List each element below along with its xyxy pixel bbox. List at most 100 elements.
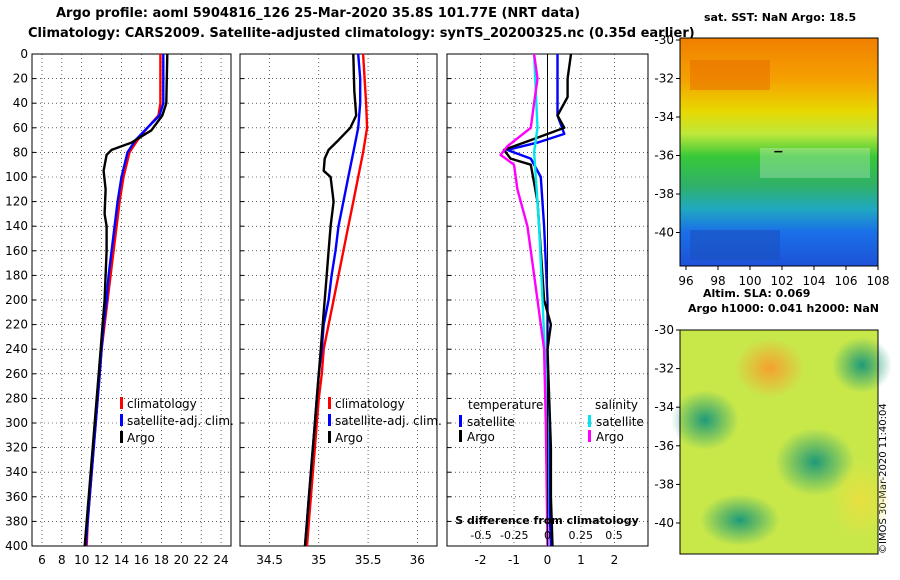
depth-tick-label: 400 — [5, 539, 28, 553]
title-line-2: Climatology: CARS2009. Satellite-adjuste… — [28, 26, 695, 41]
legend-swatch — [328, 431, 331, 443]
difference-axis-label: S difference from climatology — [455, 514, 639, 527]
series-line-salinity-argo — [499, 53, 549, 547]
lat-tick-label: -36 — [654, 439, 674, 453]
x-tick-label: 12 — [94, 553, 109, 567]
series-line-argo — [83, 53, 169, 547]
sla-map-blob — [700, 494, 780, 546]
lat-tick-label: -34 — [654, 400, 674, 414]
temperature-panel: 6 8 10 12 14 16 18 20 22 240204060801001201401601… — [5, 47, 232, 567]
lat-tick-label: -32 — [654, 72, 674, 86]
x-tick-label: 10 — [74, 553, 89, 567]
depth-tick-label: 360 — [5, 490, 28, 504]
depth-tick-label: 0 — [20, 47, 28, 61]
lat-tick-label: -34 — [654, 110, 674, 124]
legend-swatch — [120, 431, 123, 443]
legend-swatch — [459, 430, 462, 442]
depth-tick-label: 240 — [5, 342, 28, 356]
legend-label: climatology — [335, 397, 405, 411]
x-tick-label: 18 — [154, 553, 169, 567]
lon-tick-label: 102 — [771, 274, 794, 288]
sla-map-blob — [832, 337, 892, 393]
depth-tick-label: 200 — [5, 293, 28, 307]
x-tick-label: 35.5 — [355, 553, 382, 567]
lat-tick-label: -38 — [654, 477, 674, 491]
legend-label: Argo — [127, 431, 155, 445]
series-line-salinity-satellite — [532, 53, 549, 546]
legend-label: climatology — [127, 397, 197, 411]
legend-swatch — [120, 414, 123, 426]
series-line-climatology — [305, 53, 369, 547]
lon-tick-label: 104 — [803, 274, 826, 288]
x-tick-label: 16 — [134, 553, 149, 567]
legend-label: Argo — [467, 430, 495, 444]
sst-map-frame — [679, 37, 879, 267]
lon-tick-label: 108 — [867, 274, 890, 288]
lon-tick-label: 106 — [835, 274, 858, 288]
lat-tick-label: -30 — [654, 323, 674, 337]
series-line-temperature-argo — [502, 53, 573, 547]
depth-tick-label: 60 — [13, 121, 28, 135]
depth-tick-label: 180 — [5, 268, 28, 282]
legend-swatch — [588, 430, 591, 442]
x-tick-label: 14 — [114, 553, 129, 567]
sst-map-title: sat. SST: NaN Argo: 18.5 — [704, 11, 857, 24]
sla-map-frame — [679, 329, 879, 555]
sst-map-blob — [760, 148, 870, 178]
salinity-frame — [239, 53, 438, 547]
sla-map-blob — [735, 338, 805, 398]
x-tick-label: 6 — [38, 553, 46, 567]
sla-map-blob — [830, 460, 890, 540]
lon-tick-label: 98 — [710, 274, 725, 288]
legend-label: Argo — [335, 431, 363, 445]
legend-title-salinity: salinity — [595, 398, 638, 412]
x-tick-label: 34.5 — [256, 553, 283, 567]
salinity-tick-label: 0 — [544, 529, 551, 542]
title-line-1: Argo profile: aoml 5904816_126 25-Mar-20… — [56, 6, 581, 21]
x-tick-label: 2 — [611, 553, 619, 567]
lat-tick-label: -40 — [654, 516, 674, 530]
depth-tick-label: 80 — [13, 145, 28, 159]
depth-tick-label: 100 — [5, 170, 28, 184]
depth-tick-label: 380 — [5, 514, 28, 528]
x-tick-label: 36 — [410, 553, 425, 567]
salinity-tick-label: 0.5 — [605, 529, 623, 542]
depth-tick-label: 320 — [5, 441, 28, 455]
depth-tick-label: 300 — [5, 416, 28, 430]
legend-label: satellite — [596, 415, 644, 429]
legend-title-temperature: temperature — [468, 398, 543, 412]
x-tick-label: 20 — [174, 553, 189, 567]
lon-tick-label: 100 — [739, 274, 762, 288]
x-tick-label: -1 — [508, 553, 520, 567]
depth-tick-label: 340 — [5, 465, 28, 479]
x-tick-label: -2 — [475, 553, 487, 567]
sla-map-title-line-1: Altim. SLA: 0.069 — [703, 287, 811, 300]
salinity-tick-label: 0.25 — [569, 529, 594, 542]
sst-map-blob — [690, 60, 770, 90]
temperature-frame — [31, 53, 232, 547]
salinity-tick-label: -0.5 — [470, 529, 491, 542]
lat-tick-label: -36 — [654, 149, 674, 163]
depth-tick-label: 40 — [13, 96, 28, 110]
depth-tick-label: 260 — [5, 367, 28, 381]
lon-tick-label: 96 — [678, 274, 693, 288]
sst-map-blob — [690, 230, 780, 260]
legend-swatch — [328, 414, 331, 426]
depth-tick-label: 280 — [5, 391, 28, 405]
salinity-tick-label: -0.25 — [500, 529, 528, 542]
sla-map-blob — [671, 390, 739, 450]
depth-tick-label: 220 — [5, 318, 28, 332]
legend-swatch — [328, 397, 331, 409]
sla-map-title-line-2: Argo h1000: 0.041 h2000: NaN — [688, 302, 880, 315]
lat-tick-label: -40 — [654, 226, 674, 240]
x-tick-label: 22 — [194, 553, 209, 567]
legend-label: satellite-adj. clim. — [335, 414, 442, 428]
x-tick-label: 8 — [58, 553, 66, 567]
depth-tick-label: 140 — [5, 219, 28, 233]
x-tick-label: 0 — [544, 553, 552, 567]
legend-swatch — [588, 415, 591, 427]
salinity-panel: 34.5 35 35.5 36 — [239, 53, 438, 567]
lat-tick-label: -38 — [654, 187, 674, 201]
x-tick-label: 24 — [213, 553, 228, 567]
